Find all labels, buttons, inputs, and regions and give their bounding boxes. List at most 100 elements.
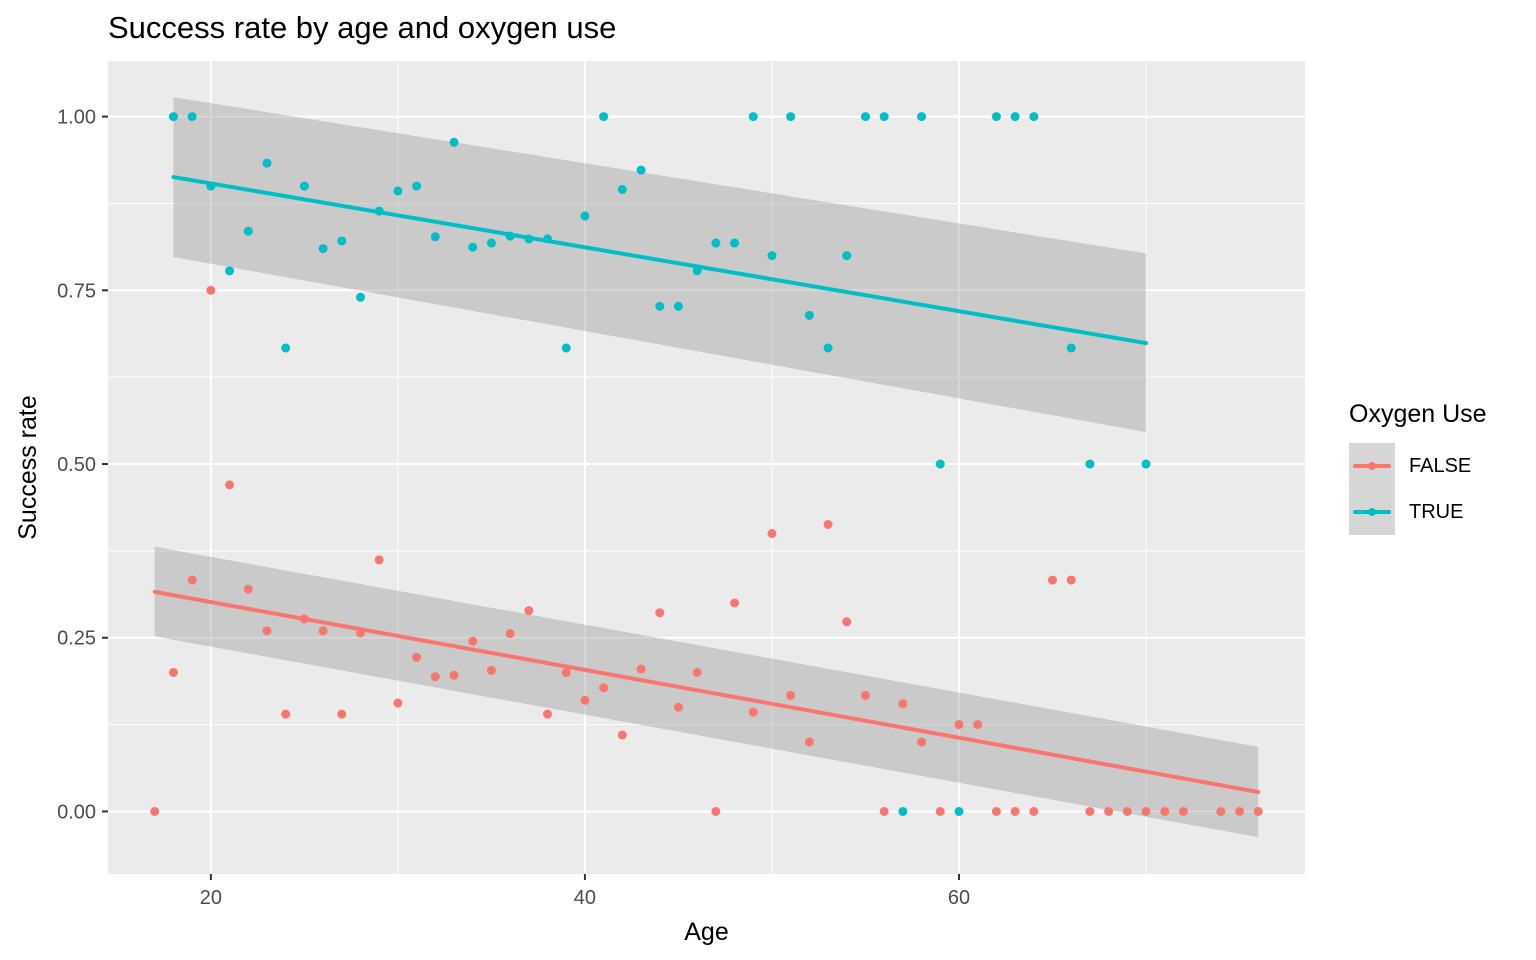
y-tick-label: 0.25 bbox=[57, 628, 96, 650]
data-point-false bbox=[617, 730, 627, 740]
data-point-true bbox=[954, 806, 964, 816]
data-point-true bbox=[355, 292, 365, 302]
data-point-true bbox=[673, 301, 683, 311]
data-point-false bbox=[412, 652, 422, 662]
data-point-true bbox=[991, 112, 1001, 122]
data-point-false bbox=[1253, 806, 1263, 816]
data-point-false bbox=[1048, 575, 1058, 585]
data-point-false bbox=[917, 737, 927, 747]
data-point-true bbox=[580, 211, 590, 221]
data-point-false bbox=[935, 806, 945, 816]
data-point-false bbox=[580, 695, 590, 705]
data-point-false bbox=[1160, 806, 1170, 816]
legend-key-true bbox=[1349, 489, 1395, 535]
data-point-false bbox=[225, 480, 235, 490]
data-point-false bbox=[281, 709, 291, 719]
data-point-true bbox=[281, 343, 291, 353]
data-point-true bbox=[860, 112, 870, 122]
data-point-false bbox=[730, 598, 740, 608]
x-axis-title: Age bbox=[684, 918, 728, 946]
data-point-false bbox=[991, 806, 1001, 816]
data-point-true bbox=[449, 137, 459, 147]
data-point-true bbox=[917, 112, 927, 122]
data-point-false bbox=[973, 720, 983, 730]
data-point-true bbox=[730, 238, 740, 248]
fit-lines bbox=[152, 175, 1261, 795]
data-point-false bbox=[150, 806, 160, 816]
data-point-true bbox=[898, 806, 908, 816]
data-point-true bbox=[430, 232, 440, 242]
data-point-false bbox=[337, 709, 347, 719]
data-point-false bbox=[468, 636, 478, 646]
data-point-true bbox=[393, 186, 403, 196]
data-point-false bbox=[599, 683, 609, 693]
data-point-false bbox=[1104, 806, 1114, 816]
data-point-true bbox=[318, 244, 328, 254]
data-point-false bbox=[748, 707, 758, 717]
axes: 20 40 60 0.00 0.25 0.50 0.75 1.00 bbox=[57, 107, 970, 909]
data-point-false bbox=[1066, 575, 1076, 585]
data-point-false bbox=[1122, 806, 1132, 816]
data-point-false bbox=[842, 617, 852, 627]
y-axis-title: Success rate bbox=[14, 395, 42, 540]
data-point-false bbox=[879, 806, 889, 816]
data-point-true bbox=[599, 112, 609, 122]
data-point-true bbox=[1085, 459, 1095, 469]
x-tick-label: 20 bbox=[200, 887, 222, 909]
legend-item-true: TRUE bbox=[1349, 489, 1463, 535]
data-point-true bbox=[225, 266, 235, 276]
plot-panel bbox=[108, 61, 1305, 874]
gridlines bbox=[108, 61, 1305, 874]
x-tick-label: 40 bbox=[574, 887, 596, 909]
data-point-true bbox=[711, 238, 721, 248]
data-point-false bbox=[823, 519, 833, 529]
data-point-false bbox=[187, 575, 197, 585]
data-point-false bbox=[430, 672, 440, 682]
data-point-false bbox=[1178, 806, 1188, 816]
data-point-true bbox=[1066, 343, 1076, 353]
data-point-true bbox=[786, 112, 796, 122]
data-point-true bbox=[468, 242, 478, 252]
data-point-false bbox=[1085, 806, 1095, 816]
data-point-false bbox=[804, 737, 814, 747]
legend-key-false bbox=[1349, 443, 1395, 489]
chart-title: Success rate by age and oxygen use bbox=[108, 10, 617, 45]
data-point-true bbox=[804, 310, 814, 320]
y-tick-label: 0.75 bbox=[57, 280, 96, 302]
data-point-true bbox=[1029, 112, 1039, 122]
data-point-false bbox=[374, 555, 384, 565]
data-point-false bbox=[655, 608, 665, 618]
data-point-true bbox=[767, 251, 777, 261]
data-point-true bbox=[486, 238, 496, 248]
data-point-false bbox=[1010, 806, 1020, 816]
data-point-true bbox=[655, 301, 665, 311]
data-point-false bbox=[1216, 806, 1226, 816]
data-point-true bbox=[636, 165, 646, 175]
data-point-true bbox=[262, 158, 272, 168]
data-point-true bbox=[617, 185, 627, 195]
data-point-true bbox=[879, 112, 889, 122]
data-point-true bbox=[337, 236, 347, 246]
x-tick-label: 60 bbox=[948, 887, 970, 909]
data-point-false bbox=[168, 667, 178, 677]
data-point-false bbox=[524, 606, 534, 616]
y-tick-label: 0.50 bbox=[57, 454, 96, 476]
data-point-false bbox=[505, 629, 515, 639]
fit-line-true bbox=[171, 175, 1149, 346]
data-point-false bbox=[1141, 806, 1151, 816]
data-point-false bbox=[954, 720, 964, 730]
data-point-false bbox=[1029, 806, 1039, 816]
data-point-true bbox=[168, 112, 178, 122]
data-point-true bbox=[935, 459, 945, 469]
data-point-false bbox=[262, 626, 272, 636]
data-point-false bbox=[692, 667, 702, 677]
data-point-false bbox=[206, 285, 216, 295]
data-point-false bbox=[393, 698, 403, 708]
data-point-true bbox=[1141, 459, 1151, 469]
data-point-false bbox=[673, 702, 683, 712]
legend-item-false: FALSE bbox=[1349, 443, 1471, 489]
data-point-true bbox=[412, 181, 422, 191]
data-point-false bbox=[318, 626, 328, 636]
confidence-ribbon-true bbox=[173, 97, 1147, 433]
data-point-false bbox=[561, 667, 571, 677]
